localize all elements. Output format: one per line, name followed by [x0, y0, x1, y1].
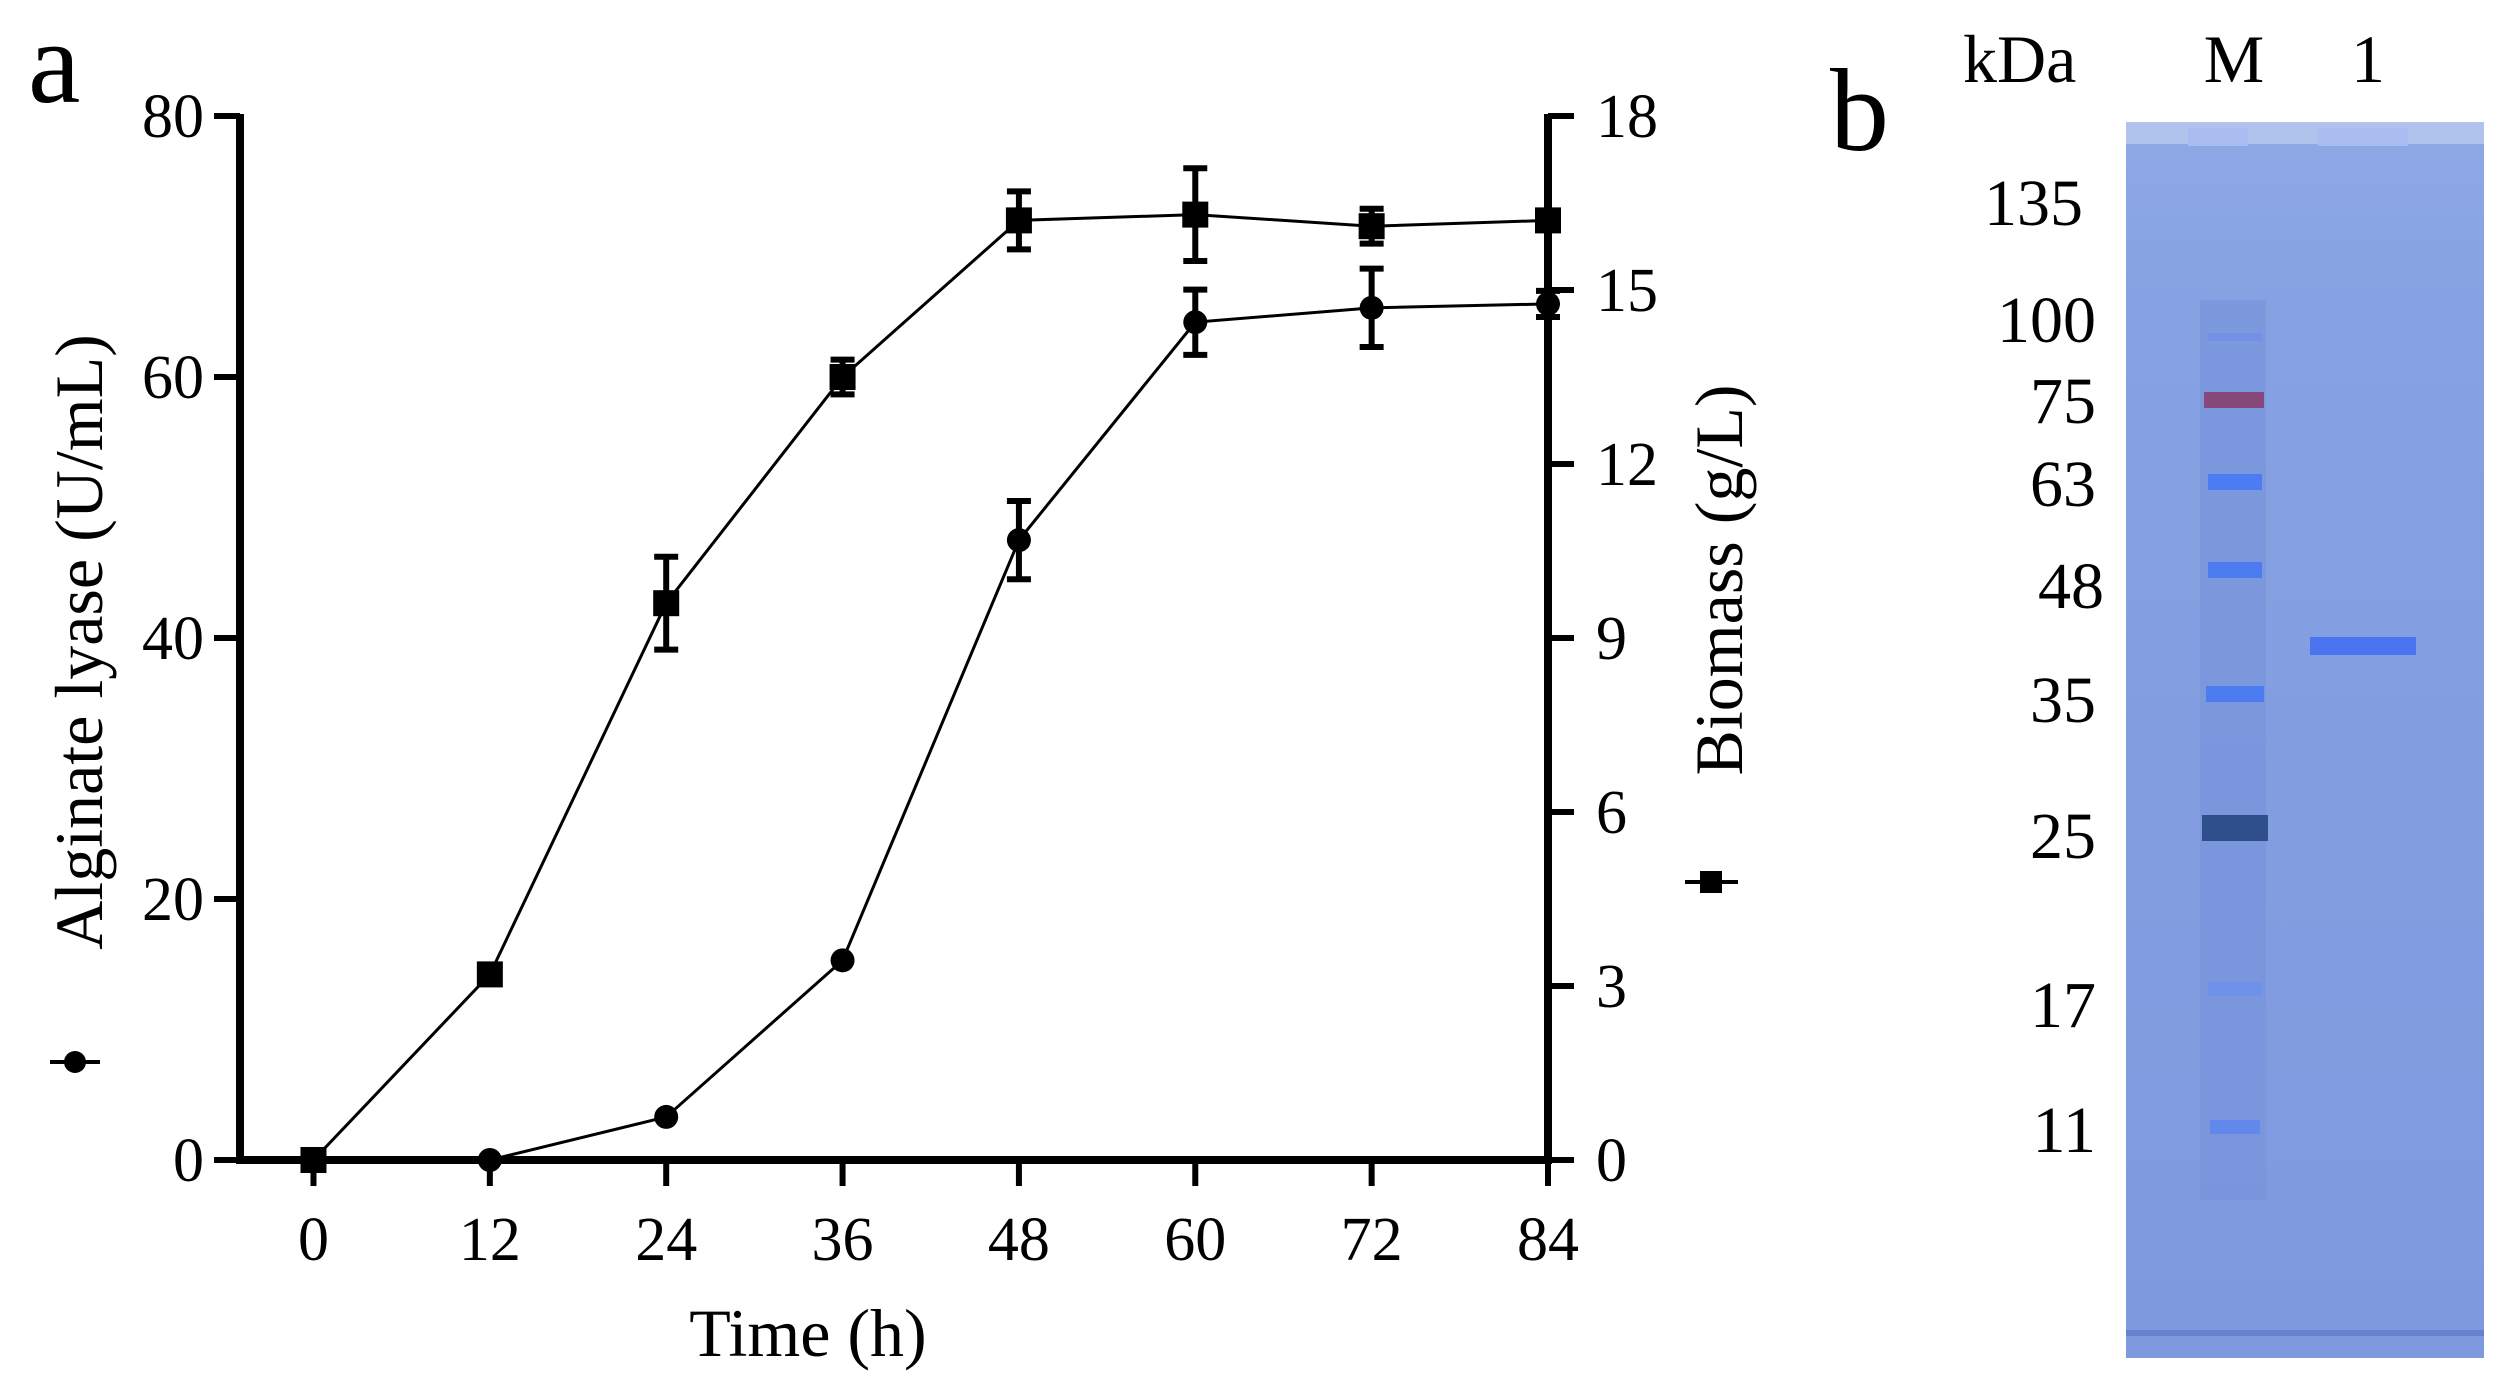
- panel-b-label: b: [1830, 45, 1889, 176]
- alginate-lyase-point: [1006, 528, 1031, 553]
- marker-band-63: [2208, 474, 2262, 490]
- marker-band-25: [2202, 815, 2268, 841]
- lane1-protein-band: [2310, 637, 2416, 655]
- marker-label-11: 11: [2032, 1094, 2096, 1167]
- right-y-tick-label: 3: [1596, 953, 1627, 1021]
- alginate-lyase-point: [477, 1148, 502, 1172]
- x-tick-label: 36: [812, 1206, 874, 1274]
- gel-bottom-edge: [2126, 1330, 2484, 1336]
- x-tick-label: 0: [298, 1206, 329, 1274]
- alginate-lyase-point: [1183, 310, 1208, 335]
- series-markers: [300, 201, 1561, 1173]
- right-y-tick-label: 12: [1596, 431, 1658, 499]
- x-axis-title: Time (h): [689, 1295, 926, 1371]
- right-y-tick-label: 9: [1596, 605, 1627, 673]
- x-tick-label: 12: [459, 1206, 521, 1274]
- right-axis-legend-square-icon: [1685, 871, 1738, 893]
- gel-top-edge: [2126, 122, 2484, 144]
- left-axis-legend-circle-icon: [50, 1051, 100, 1073]
- biomass-point: [1535, 207, 1561, 234]
- alginate-lyase-point: [830, 948, 855, 973]
- alginate-lyase-point: [654, 1104, 679, 1129]
- marker-band-48: [2208, 562, 2262, 578]
- right-y-tick-label: 15: [1596, 257, 1658, 325]
- axes: [236, 114, 1552, 1164]
- marker-label-48: 48: [2038, 550, 2104, 623]
- gel-image: [2126, 122, 2484, 1358]
- marker-label-135: 135: [1984, 167, 2083, 240]
- left-y-tick-label: 40: [142, 605, 204, 673]
- gel-wells: [2188, 128, 2408, 146]
- x-tick-label: 60: [1164, 1206, 1226, 1274]
- lane-label-m: M: [2204, 21, 2264, 97]
- right-y-tick-label: 0: [1596, 1127, 1627, 1195]
- error-bars: [654, 165, 1560, 653]
- biomass-point: [300, 1147, 327, 1173]
- biomass-point: [1005, 207, 1032, 234]
- alginate-lyase-point: [1359, 295, 1384, 320]
- right-y-tick-label: 6: [1596, 779, 1627, 847]
- biomass-line: [312, 213, 1549, 1162]
- left-y-tick-label: 0: [173, 1127, 204, 1195]
- biomass-point: [476, 961, 503, 988]
- x-tick-label: 84: [1517, 1206, 1579, 1274]
- marker-label-100: 100: [1997, 284, 2096, 357]
- kda-unit-label: kDa: [1963, 21, 2076, 97]
- biomass-point: [1182, 201, 1209, 228]
- marker-label-35: 35: [2030, 664, 2096, 737]
- x-tick-label: 72: [1341, 1206, 1403, 1274]
- marker-label-25: 25: [2030, 800, 2096, 873]
- left-y-tick-label: 60: [142, 344, 204, 412]
- marker-band-100: [2208, 333, 2262, 341]
- x-tick-label: 48: [988, 1206, 1050, 1274]
- panel-b-gel: b kDa M 1 135 100 75 63 48 35: [1830, 21, 2484, 1358]
- marker-band-17: [2208, 982, 2262, 996]
- marker-label-75: 75: [2030, 365, 2096, 438]
- alginate-lyase-line: [313, 302, 1549, 1162]
- x-tick-label: 24: [635, 1206, 697, 1274]
- lane-label-1: 1: [2351, 21, 2385, 97]
- alginate-lyase-point: [1536, 291, 1560, 316]
- marker-band-11: [2210, 1120, 2260, 1134]
- left-y-tick-label: 80: [142, 83, 204, 151]
- gel-marker-lane-smear: [2200, 300, 2266, 1200]
- marker-band-35: [2206, 686, 2264, 702]
- right-y-axis-title: Biomass (g/L): [1681, 385, 1757, 776]
- marker-label-63: 63: [2030, 448, 2096, 521]
- marker-band-75: [2204, 392, 2264, 408]
- biomass-point: [1358, 213, 1385, 240]
- gel-marker-bands: [2202, 333, 2268, 1134]
- marker-size-labels: 135 100 75 63 48 35 25 17 11: [1984, 167, 2104, 1167]
- left-y-tick-label: 20: [142, 866, 204, 934]
- marker-label-17: 17: [2030, 969, 2096, 1042]
- biomass-point: [829, 364, 856, 390]
- right-y-tick-label: 18: [1596, 83, 1658, 151]
- biomass-point: [653, 590, 680, 617]
- series-lines: [312, 213, 1549, 1162]
- left-y-axis-title: Alginate lyase (U/mL): [41, 334, 117, 950]
- panel-a-label: a: [28, 0, 80, 128]
